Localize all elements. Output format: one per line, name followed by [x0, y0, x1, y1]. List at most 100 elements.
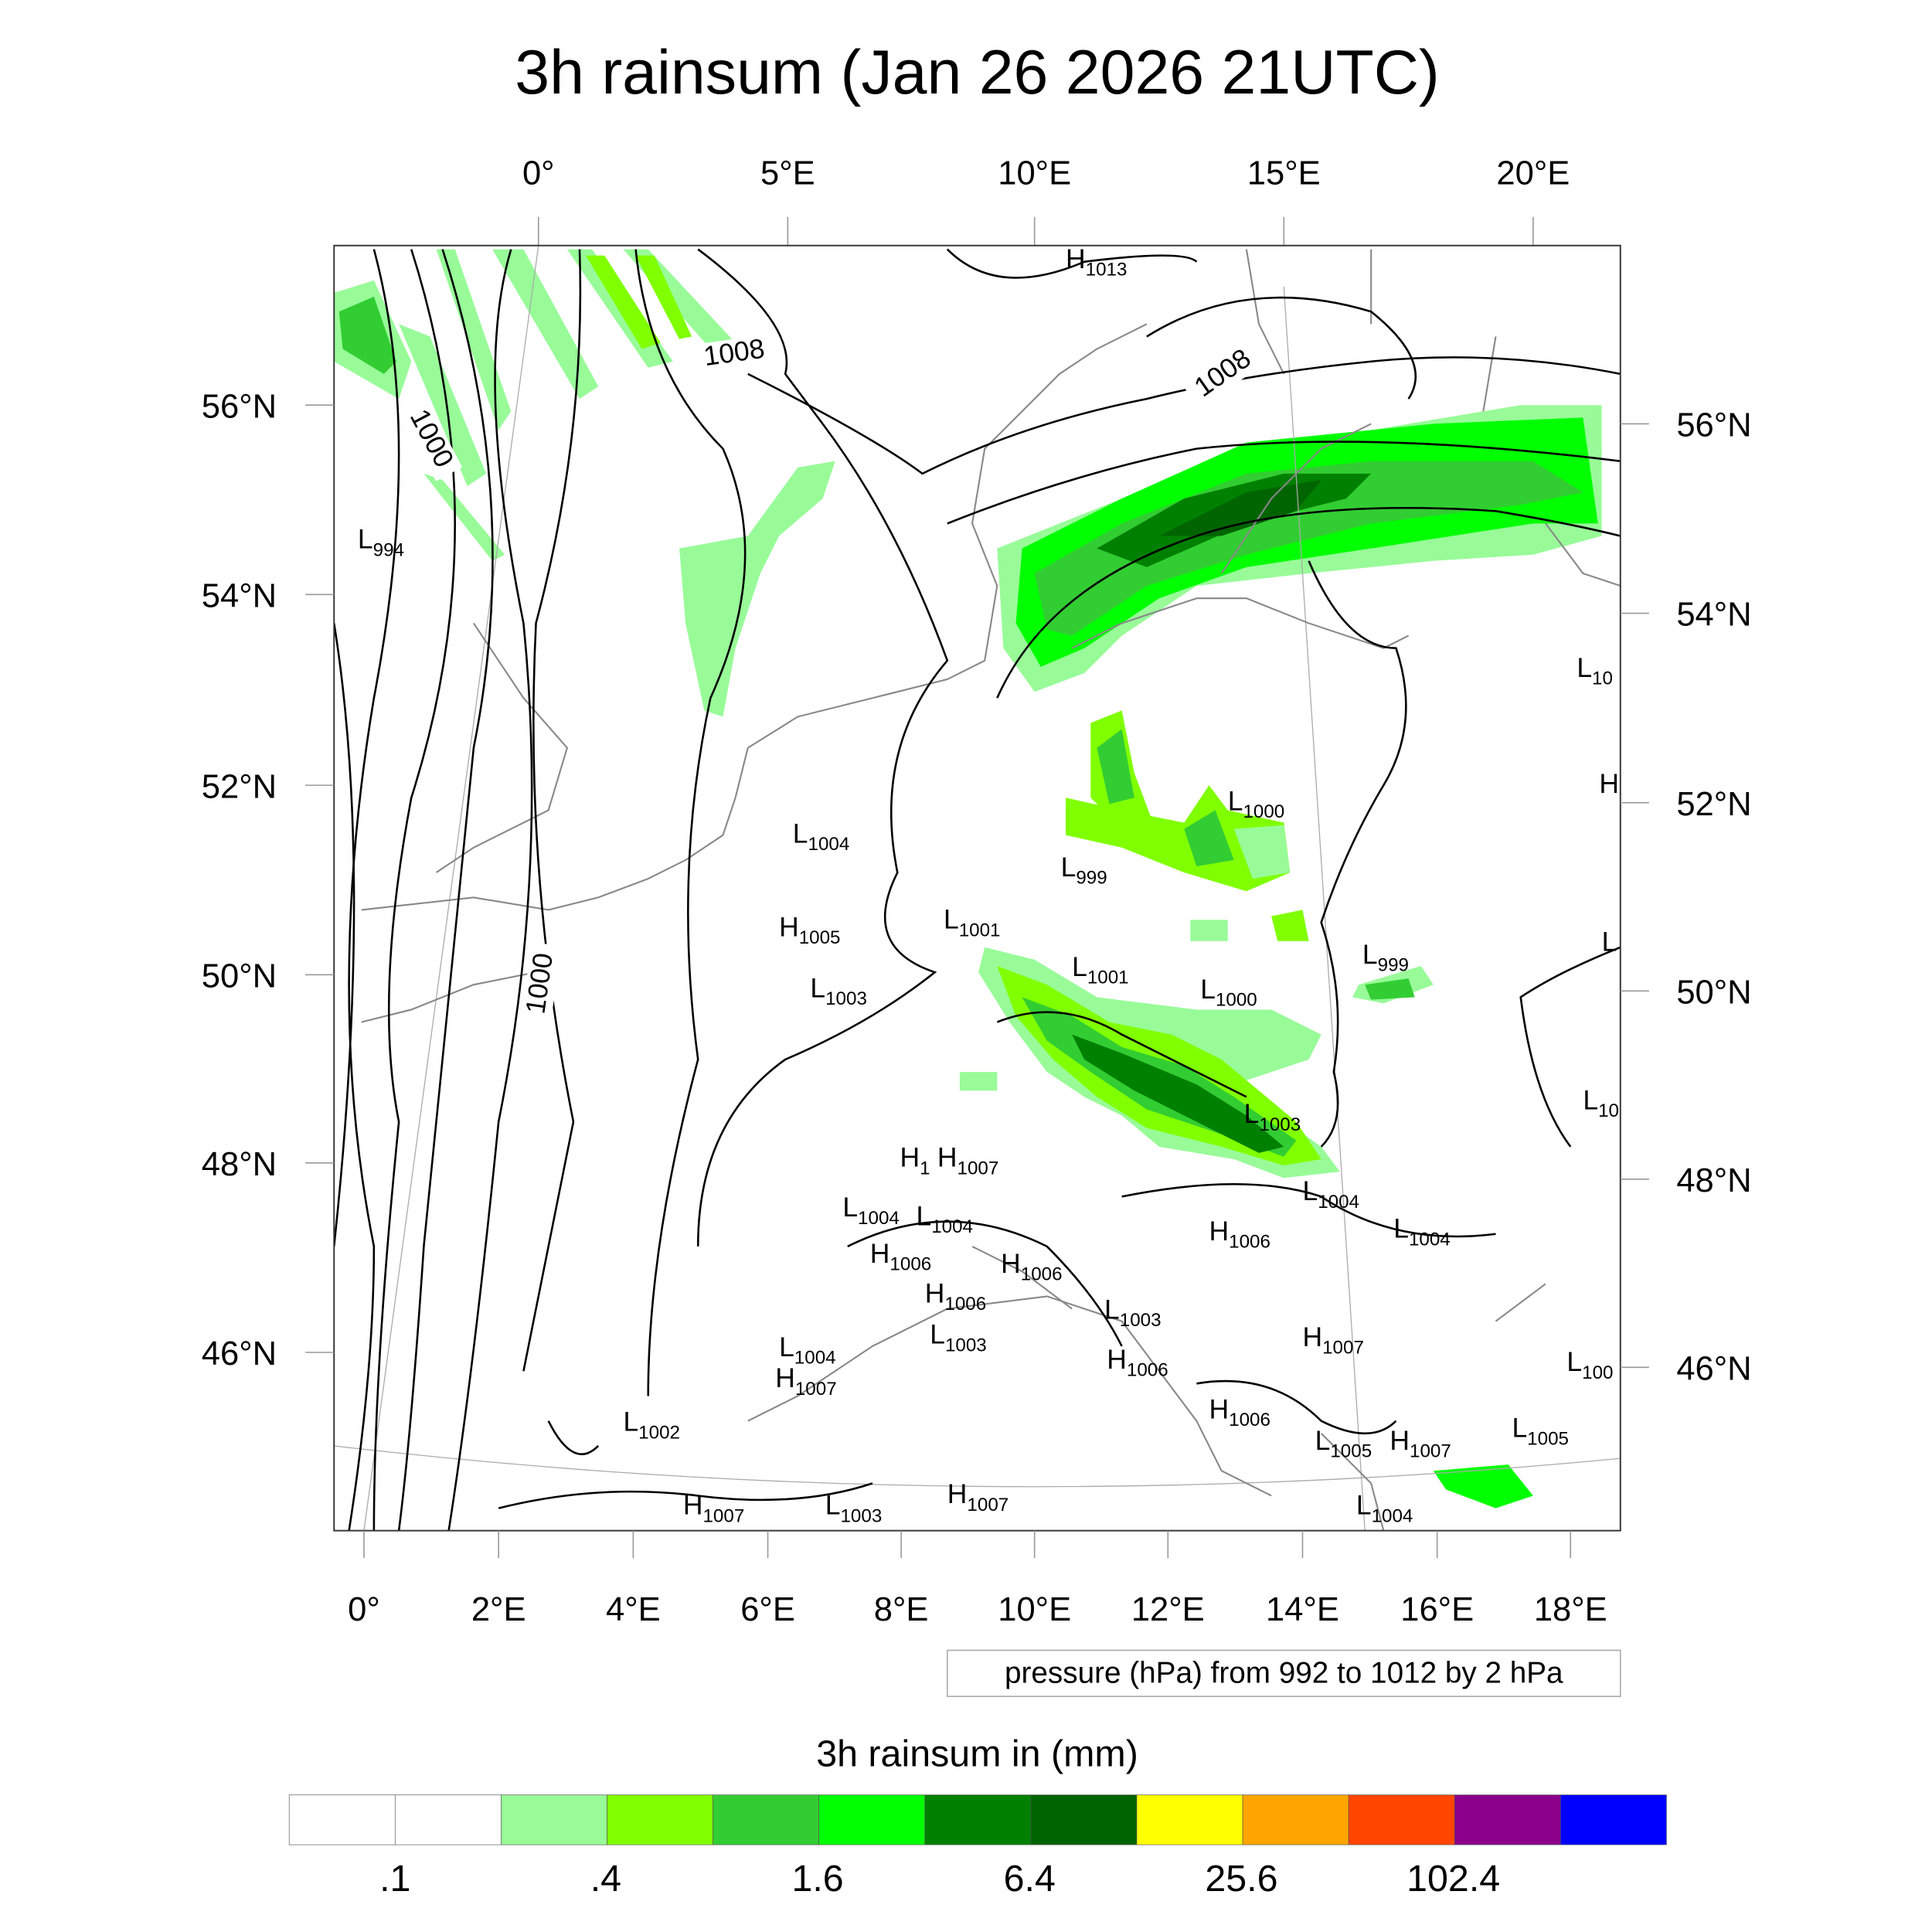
low-pressure-label: L1003	[1244, 1098, 1301, 1135]
low-pressure-label: L1002	[623, 1406, 680, 1444]
low-pressure-label: L1000	[1228, 785, 1285, 822]
top-longitude-labels: 0° 5°E 10°E 15°E 20°E	[522, 155, 1570, 192]
high-pressure-label: H1	[900, 1142, 930, 1179]
high-pressure-label: H1006	[1209, 1216, 1270, 1253]
high-pressure-label: H1006	[1209, 1393, 1270, 1430]
coastlines	[361, 249, 1621, 1531]
colorbar-box	[1348, 1794, 1455, 1845]
low-pressure-label: L1000	[1200, 974, 1257, 1011]
colorbar-label: 6.4	[1004, 1858, 1056, 1900]
colorbar-box	[394, 1794, 502, 1845]
low-pressure-label: L1004	[916, 1200, 973, 1237]
low-pressure-label: L1005	[1315, 1425, 1372, 1462]
colorbar-label: .4	[590, 1858, 621, 1900]
right-lat-label: 50°N	[1676, 974, 1751, 1011]
contour-info-box: pressure (hPa) from 992 to 1012 by 2 hPa	[947, 1649, 1621, 1697]
high-pressure-label: H1007	[775, 1362, 836, 1400]
high-pressure-label: H1006	[925, 1277, 986, 1315]
low-pressure-label: L1003	[930, 1319, 987, 1356]
colorbar-box	[1136, 1794, 1243, 1845]
top-ticks	[537, 216, 1534, 246]
colorbar-box	[1030, 1794, 1138, 1845]
top-lon-label: 10°E	[998, 155, 1071, 192]
left-latitude-labels: 56°N 54°N 52°N 50°N 48°N 46°N	[202, 388, 277, 1372]
colorbar-label: .1	[379, 1858, 410, 1900]
left-lat-label: 56°N	[202, 388, 277, 425]
low-pressure-label: L	[1602, 927, 1617, 957]
figure-title: 3h rainsum (Jan 26 2026 21UTC)	[515, 38, 1440, 107]
colorbar-box	[607, 1794, 713, 1845]
low-pressure-label: L999	[1362, 939, 1409, 976]
low-pressure-label: L10	[1577, 652, 1613, 689]
high-pressure-label: H1006	[1001, 1248, 1062, 1285]
bottom-lon-label: 8°E	[874, 1591, 929, 1628]
high-pressure-label: H	[1599, 768, 1619, 799]
colorbar-box	[501, 1794, 607, 1845]
colorbar-box	[924, 1794, 1032, 1845]
low-pressure-label: L1004	[793, 818, 850, 855]
colorbar-box	[1560, 1794, 1667, 1845]
bottom-lon-label: 16°E	[1400, 1591, 1474, 1628]
high-pressure-label: H1005	[779, 911, 840, 948]
left-lat-label: 54°N	[202, 577, 277, 614]
map-frame	[333, 244, 1621, 1532]
top-lon-label: 15°E	[1247, 155, 1321, 192]
colorbar	[288, 1794, 1667, 1845]
low-pressure-label: L999	[1061, 852, 1107, 889]
low-pressure-label: L1004	[1356, 1490, 1413, 1527]
isobars	[334, 248, 1621, 1531]
high-pressure-label: H1007	[947, 1478, 1009, 1515]
bottom-lon-label: 10°E	[998, 1591, 1071, 1628]
low-pressure-label: L1004	[779, 1332, 836, 1369]
right-lat-label: 54°N	[1676, 597, 1751, 634]
right-ticks	[1620, 423, 1649, 1369]
bottom-lon-label: 18°E	[1534, 1591, 1607, 1628]
colorbar-label: 25.6	[1205, 1858, 1277, 1900]
right-lat-label: 48°N	[1676, 1162, 1751, 1199]
bottom-lon-label: 14°E	[1266, 1591, 1339, 1628]
contour-info-text: pressure (hPa) from 992 to 1012 by 2 hPa	[1005, 1656, 1563, 1689]
colorbar-title: 3h rainsum in (mm)	[816, 1733, 1138, 1774]
right-lat-label: 46°N	[1676, 1350, 1751, 1387]
low-pressure-label: L1005	[1512, 1413, 1569, 1450]
bottom-lon-label: 2°E	[471, 1591, 526, 1628]
colorbar-box	[818, 1794, 926, 1845]
bottom-ticks	[363, 1530, 1572, 1559]
high-pressure-label: H1006	[1107, 1344, 1168, 1381]
bottom-lon-label: 6°E	[740, 1591, 795, 1628]
low-pressure-label: L1003	[810, 972, 867, 1009]
colorbar-box	[713, 1794, 819, 1845]
low-pressure-label: L1004	[1393, 1213, 1451, 1250]
low-pressure-label: L100	[1566, 1346, 1613, 1383]
top-lon-label: 5°E	[760, 155, 815, 192]
high-pressure-label: H1006	[870, 1238, 931, 1275]
bottom-lon-label: 0°	[348, 1591, 380, 1628]
left-lat-label: 48°N	[202, 1146, 277, 1183]
low-pressure-label: L1001	[944, 904, 1001, 941]
low-pressure-label: L10	[1583, 1084, 1619, 1121]
pressure-center-labels: H1013 L994 L10 H L1000 L1004 L999 L1001 H1005 L L9…	[358, 243, 1619, 1527]
high-pressure-label: H1007	[683, 1490, 744, 1527]
right-latitude-labels: 56°N 54°N 52°N 50°N 48°N 46°N	[1676, 407, 1751, 1388]
colorbar-label: 102.4	[1406, 1858, 1500, 1900]
high-pressure-label: H1013	[1066, 243, 1127, 281]
bottom-longitude-labels: 0° 2°E 4°E 6°E 8°E 10°E 12°E 14°E 16°E 1…	[348, 1591, 1607, 1628]
colorbar-label: 1.6	[791, 1858, 843, 1900]
right-lat-label: 56°N	[1676, 407, 1751, 444]
low-pressure-label: L1004	[1302, 1175, 1359, 1213]
left-ticks	[305, 404, 335, 1353]
top-lon-label: 20°E	[1496, 155, 1570, 192]
colorbar-box	[288, 1794, 396, 1845]
right-lat-label: 52°N	[1676, 786, 1751, 823]
low-pressure-label: L1003	[825, 1490, 883, 1527]
low-pressure-label: L994	[358, 524, 404, 561]
low-pressure-label: L1001	[1072, 951, 1129, 988]
high-pressure-label: H1007	[937, 1142, 998, 1179]
left-lat-label: 50°N	[202, 957, 277, 995]
colorbar-box	[1242, 1794, 1349, 1845]
high-pressure-label: H1007	[1389, 1425, 1451, 1462]
map-area: H1013 L994 L10 H L1000 L1004 L999 L1001 H1005 L L9…	[334, 243, 1621, 1531]
colorbar-labels: .1 .4 1.6 6.4 25.6 102.4	[379, 1858, 1500, 1900]
bottom-lon-label: 4°E	[606, 1591, 661, 1628]
